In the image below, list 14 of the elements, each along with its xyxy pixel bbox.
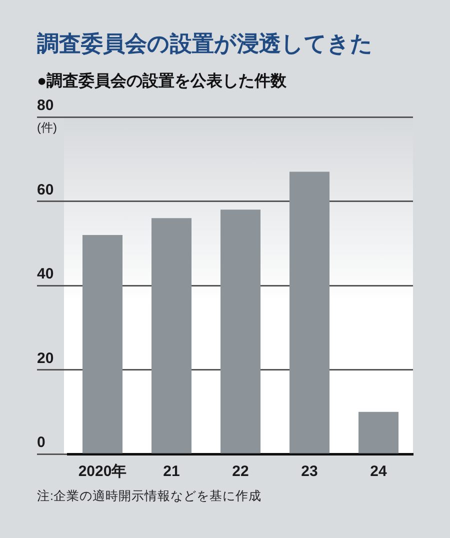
y-tick-label: 0 (37, 434, 46, 452)
x-tick-label: 24 (370, 463, 388, 480)
y-tick-label: 40 (37, 266, 54, 283)
y-tick-label: 60 (37, 181, 54, 198)
y-tick-label: 20 (37, 350, 54, 367)
chart-subtitle: ●調査委員会の設置を公表した件数 (37, 71, 287, 92)
x-tick-label: 2020年 (78, 463, 127, 480)
y-tick-label: 80 (37, 97, 54, 114)
chart-title: 調査委員会の設置が浸透してきた (37, 30, 373, 58)
y-axis-title: (件) (37, 120, 57, 134)
x-tick-label: 23 (301, 463, 318, 480)
text: 注:企業の適時開示情報などを基に作成 (37, 488, 262, 505)
x-tick-label: 22 (232, 463, 249, 480)
x-tick-label: 21 (163, 463, 180, 480)
